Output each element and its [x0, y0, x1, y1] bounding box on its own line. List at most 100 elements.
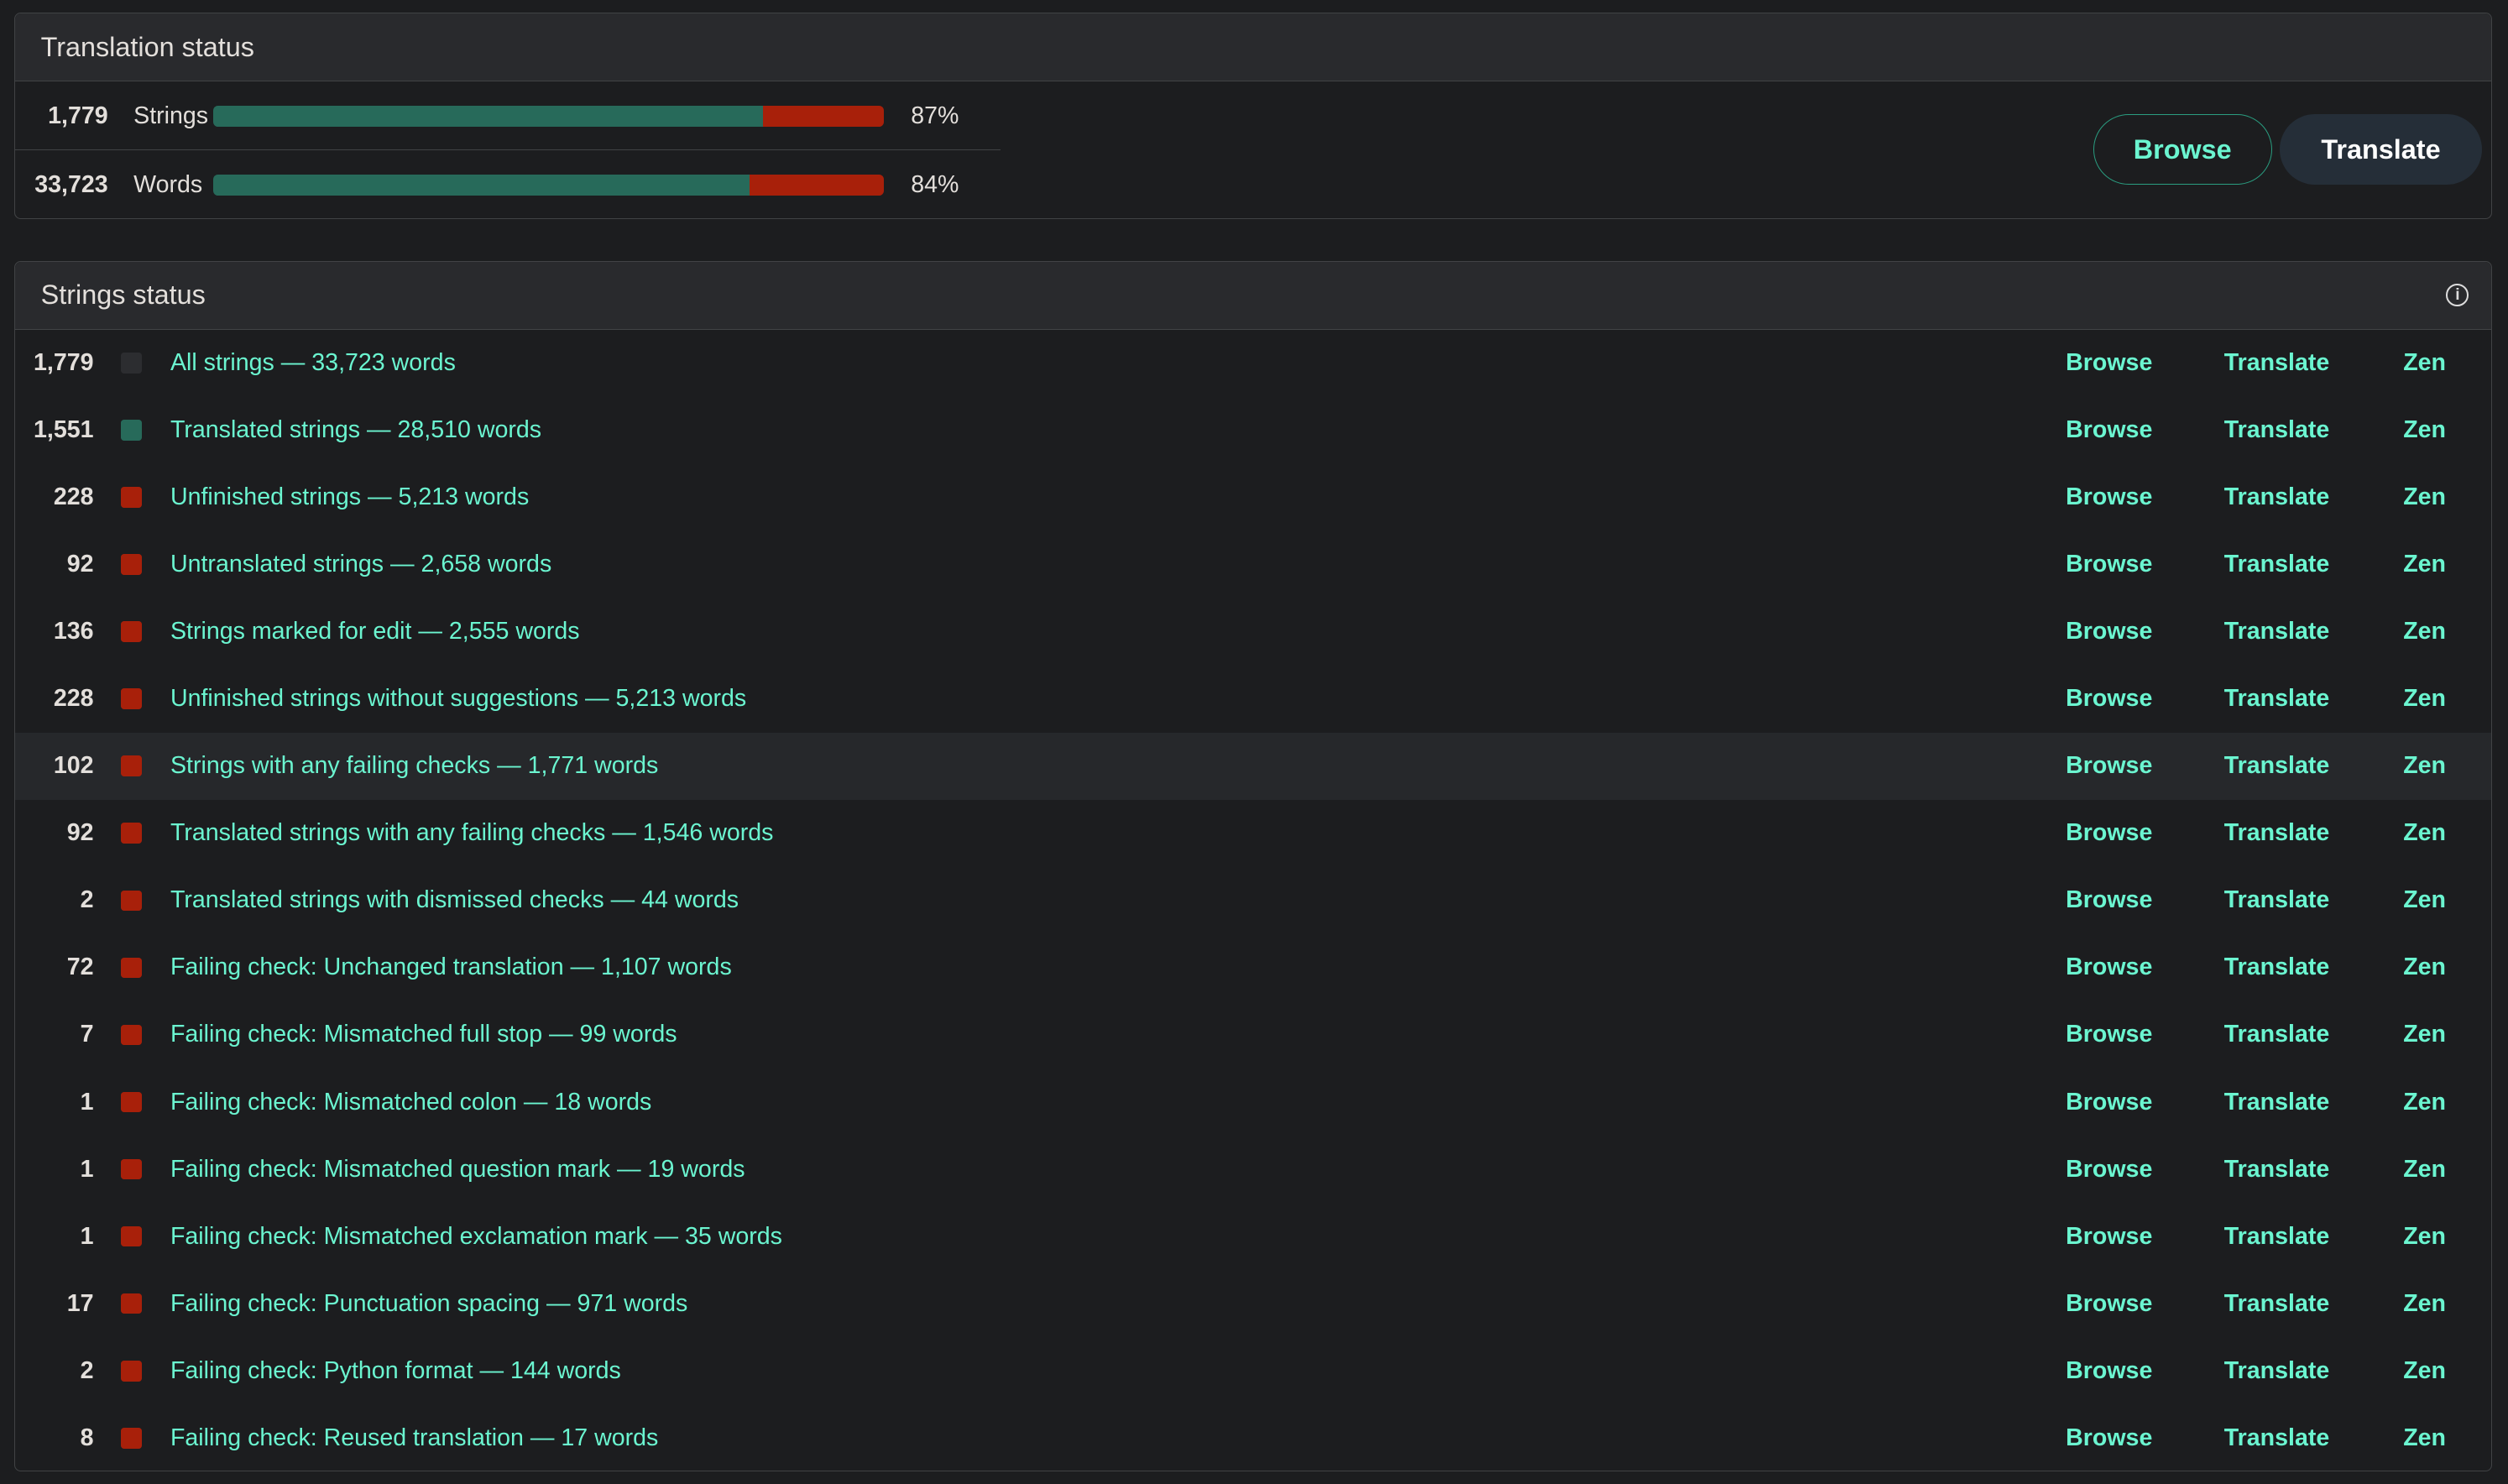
- info-circle-icon[interactable]: i: [2446, 284, 2469, 307]
- zen-link[interactable]: Zen: [2403, 1155, 2446, 1183]
- browse-link[interactable]: Browse: [2066, 1356, 2153, 1384]
- filter-link[interactable]: Failing check: Mismatched question mark …: [170, 1155, 745, 1183]
- filter-link[interactable]: Failing check: Python format — 144 words: [170, 1356, 621, 1384]
- translate-link[interactable]: Translate: [2223, 1021, 2330, 1048]
- list-item: 72 Failing check: Unchanged translation —…: [15, 934, 2491, 1001]
- browse-link[interactable]: Browse: [2066, 551, 2153, 578]
- browse-link[interactable]: Browse: [2066, 1424, 2153, 1451]
- string-count: 228: [53, 483, 94, 511]
- progress-remaining: [750, 174, 884, 196]
- zen-link[interactable]: Zen: [2403, 752, 2446, 780]
- zen-link[interactable]: Zen: [2403, 685, 2446, 713]
- translate-link[interactable]: Translate: [2223, 1356, 2330, 1384]
- status-color-swatch: [120, 487, 142, 509]
- translate-button[interactable]: Translate: [2280, 114, 2482, 186]
- filter-link[interactable]: Failing check: Mismatched colon — 18 wor…: [170, 1088, 652, 1116]
- translate-link[interactable]: Translate: [2223, 551, 2330, 578]
- list-item: 2 Failing check: Python format — 144 word…: [15, 1337, 2491, 1404]
- status-color-swatch: [120, 1024, 142, 1046]
- translate-link[interactable]: Translate: [2223, 1289, 2330, 1317]
- zen-link[interactable]: Zen: [2403, 1088, 2446, 1116]
- browse-link[interactable]: Browse: [2066, 416, 2153, 444]
- browse-link[interactable]: Browse: [2066, 1088, 2153, 1116]
- translate-link[interactable]: Translate: [2223, 752, 2330, 780]
- list-item: 136 Strings marked for edit — 2,555 words…: [15, 598, 2491, 666]
- words-progress-row: 33,723 Words 84%: [15, 151, 1001, 218]
- string-count: 1,551: [33, 416, 94, 444]
- zen-link[interactable]: Zen: [2403, 886, 2446, 914]
- string-count: 1,779: [33, 349, 94, 377]
- list-item: 17 Failing check: Punctuation spacing — 9…: [15, 1270, 2491, 1337]
- browse-link[interactable]: Browse: [2066, 483, 2153, 511]
- zen-link[interactable]: Zen: [2403, 416, 2446, 444]
- translate-link[interactable]: Translate: [2223, 1424, 2330, 1451]
- filter-link[interactable]: Failing check: Punctuation spacing — 971…: [170, 1289, 688, 1317]
- browse-link[interactable]: Browse: [2066, 819, 2153, 847]
- translate-link[interactable]: Translate: [2223, 954, 2330, 981]
- status-color-swatch: [120, 1360, 142, 1382]
- filter-link[interactable]: Failing check: Unchanged translation — 1…: [170, 954, 732, 981]
- translate-link[interactable]: Translate: [2223, 416, 2330, 444]
- translate-link[interactable]: Translate: [2223, 1088, 2330, 1116]
- zen-link[interactable]: Zen: [2403, 349, 2446, 377]
- translate-link[interactable]: Translate: [2223, 1155, 2330, 1183]
- browse-link[interactable]: Browse: [2066, 886, 2153, 914]
- filter-link[interactable]: Failing check: Mismatched exclamation ma…: [170, 1222, 782, 1250]
- filter-link[interactable]: Untranslated strings — 2,658 words: [170, 551, 552, 578]
- filter-link[interactable]: Translated strings with any failing chec…: [170, 819, 774, 847]
- browse-button[interactable]: Browse: [2093, 114, 2272, 186]
- filter-link[interactable]: Translated strings — 28,510 words: [170, 416, 542, 444]
- list-item: 228 Unfinished strings — 5,213 words Brows…: [15, 464, 2491, 531]
- filter-link[interactable]: Failing check: Reused translation — 17 w…: [170, 1424, 659, 1451]
- zen-link[interactable]: Zen: [2403, 1424, 2446, 1451]
- zen-link[interactable]: Zen: [2403, 618, 2446, 645]
- strings-progress-bar: [213, 105, 884, 127]
- browse-link[interactable]: Browse: [2066, 685, 2153, 713]
- browse-link[interactable]: Browse: [2066, 349, 2153, 377]
- browse-link[interactable]: Browse: [2066, 1289, 2153, 1317]
- zen-link[interactable]: Zen: [2403, 483, 2446, 511]
- words-count: 33,723: [34, 170, 108, 198]
- filter-link[interactable]: Translated strings with dismissed checks…: [170, 886, 739, 914]
- status-color-swatch: [120, 755, 142, 777]
- browse-link[interactable]: Browse: [2066, 618, 2153, 645]
- browse-link[interactable]: Browse: [2066, 1222, 2153, 1250]
- zen-link[interactable]: Zen: [2403, 551, 2446, 578]
- translate-link[interactable]: Translate: [2223, 618, 2330, 645]
- progress-remaining: [763, 105, 884, 127]
- list-item: 228 Unfinished strings without suggestion…: [15, 666, 2491, 733]
- zen-link[interactable]: Zen: [2403, 1021, 2446, 1048]
- filter-link[interactable]: All strings — 33,723 words: [170, 349, 456, 377]
- zen-link[interactable]: Zen: [2403, 1289, 2446, 1317]
- list-item: 1 Failing check: Mismatched colon — 18 wo…: [15, 1069, 2491, 1136]
- filter-link[interactable]: Failing check: Mismatched full stop — 99…: [170, 1021, 677, 1048]
- translate-link[interactable]: Translate: [2223, 886, 2330, 914]
- translate-link[interactable]: Translate: [2223, 1222, 2330, 1250]
- filter-link[interactable]: Unfinished strings without suggestions —…: [170, 685, 747, 713]
- status-color-swatch: [120, 554, 142, 576]
- browse-link[interactable]: Browse: [2066, 752, 2153, 780]
- zen-link[interactable]: Zen: [2403, 1222, 2446, 1250]
- translate-link[interactable]: Translate: [2223, 685, 2330, 713]
- string-count: 1: [80, 1088, 94, 1116]
- strings-status-panel: Strings status i 1,779 All strings — 33,7…: [14, 260, 2492, 1472]
- status-color-swatch: [120, 1293, 142, 1314]
- translate-link[interactable]: Translate: [2223, 349, 2330, 377]
- list-item: 1,779 All strings — 33,723 words Browse Tra…: [15, 330, 2491, 397]
- panel-title: Strings status: [40, 280, 206, 311]
- list-item: 7 Failing check: Mismatched full stop — 9…: [15, 1001, 2491, 1069]
- words-label: Words: [133, 170, 203, 198]
- translate-link[interactable]: Translate: [2223, 819, 2330, 847]
- string-count: 7: [80, 1021, 94, 1048]
- zen-link[interactable]: Zen: [2403, 954, 2446, 981]
- browse-link[interactable]: Browse: [2066, 954, 2153, 981]
- browse-link[interactable]: Browse: [2066, 1155, 2153, 1183]
- translate-link[interactable]: Translate: [2223, 483, 2330, 511]
- browse-link[interactable]: Browse: [2066, 1021, 2153, 1048]
- status-color-swatch: [120, 621, 142, 643]
- filter-link[interactable]: Strings with any failing checks — 1,771 …: [170, 752, 659, 780]
- filter-link[interactable]: Unfinished strings — 5,213 words: [170, 483, 530, 511]
- zen-link[interactable]: Zen: [2403, 819, 2446, 847]
- filter-link[interactable]: Strings marked for edit — 2,555 words: [170, 618, 580, 645]
- zen-link[interactable]: Zen: [2403, 1356, 2446, 1384]
